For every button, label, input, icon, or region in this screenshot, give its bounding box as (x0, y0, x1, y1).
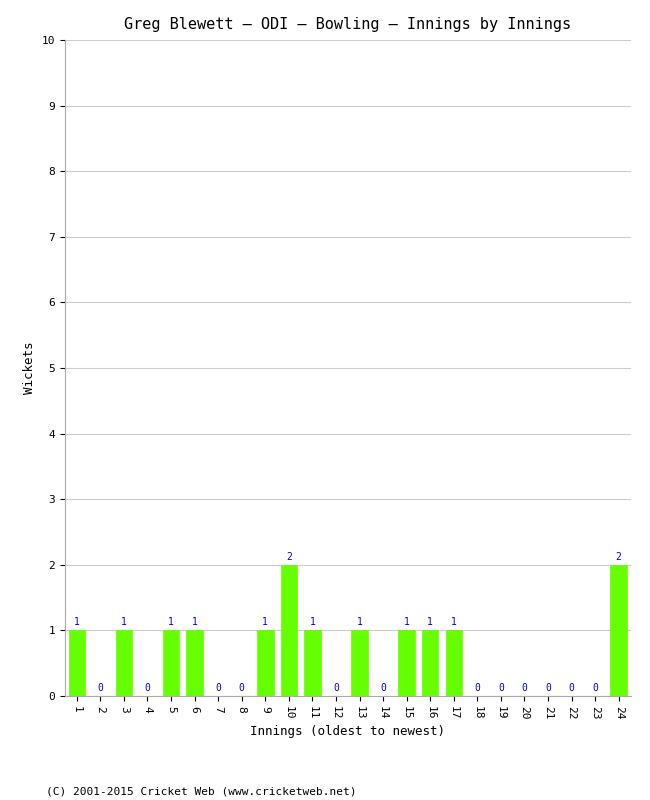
Text: 2: 2 (286, 551, 292, 562)
Text: 0: 0 (474, 682, 480, 693)
Text: 1: 1 (357, 617, 363, 627)
Text: 0: 0 (333, 682, 339, 693)
Title: Greg Blewett – ODI – Bowling – Innings by Innings: Greg Blewett – ODI – Bowling – Innings b… (124, 17, 571, 32)
Bar (281, 565, 297, 696)
Bar (68, 630, 85, 696)
Text: 1: 1 (404, 617, 410, 627)
Bar (445, 630, 462, 696)
Text: (C) 2001-2015 Cricket Web (www.cricketweb.net): (C) 2001-2015 Cricket Web (www.cricketwe… (46, 786, 356, 796)
Bar (422, 630, 439, 696)
Text: 1: 1 (74, 617, 80, 627)
Text: 0: 0 (521, 682, 527, 693)
Bar (257, 630, 274, 696)
Bar (116, 630, 132, 696)
Text: 1: 1 (263, 617, 268, 627)
Y-axis label: Wickets: Wickets (23, 342, 36, 394)
Text: 1: 1 (192, 617, 198, 627)
Text: 0: 0 (569, 682, 575, 693)
Text: 0: 0 (498, 682, 504, 693)
Text: 0: 0 (592, 682, 598, 693)
Text: 0: 0 (144, 682, 150, 693)
Bar (162, 630, 179, 696)
Text: 0: 0 (239, 682, 244, 693)
Bar (187, 630, 203, 696)
Bar (304, 630, 320, 696)
Text: 1: 1 (451, 617, 457, 627)
Text: 2: 2 (616, 551, 621, 562)
X-axis label: Innings (oldest to newest): Innings (oldest to newest) (250, 725, 445, 738)
Bar (398, 630, 415, 696)
Bar (610, 565, 627, 696)
Text: 1: 1 (121, 617, 127, 627)
Text: 1: 1 (309, 617, 315, 627)
Text: 1: 1 (168, 617, 174, 627)
Text: 0: 0 (215, 682, 221, 693)
Text: 0: 0 (380, 682, 386, 693)
Text: 1: 1 (427, 617, 433, 627)
Bar (351, 630, 368, 696)
Text: 0: 0 (98, 682, 103, 693)
Text: 0: 0 (545, 682, 551, 693)
